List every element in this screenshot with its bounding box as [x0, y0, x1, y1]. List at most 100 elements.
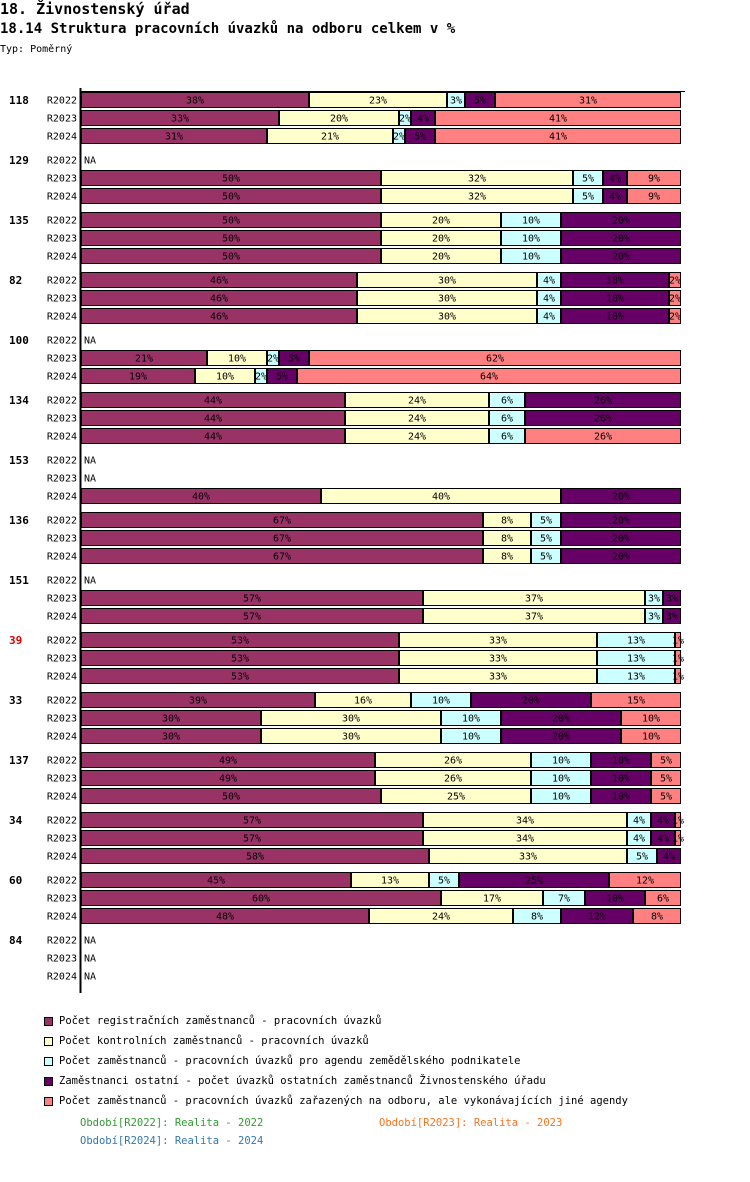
legend-label: Počet zaměstnanců - pracovních úvazků za… — [59, 1095, 628, 1107]
period-tick-label: R2024 — [47, 672, 77, 683]
legend-swatch — [44, 1056, 53, 1066]
period-tick-label: R2022 — [47, 696, 77, 707]
bar-segment — [81, 530, 483, 546]
bar-segment — [669, 272, 681, 288]
bar-value-label: 5% — [636, 852, 648, 863]
bar-value-label: 10% — [606, 894, 624, 905]
bar-segment — [531, 530, 561, 546]
na-label: NA — [84, 972, 96, 983]
bar-value-label: 21% — [135, 354, 153, 365]
bar-segment — [483, 548, 531, 564]
bar-segment — [81, 512, 483, 528]
bar-value-label: 50% — [222, 174, 240, 185]
bar-segment — [399, 668, 597, 684]
bar-segment — [627, 830, 651, 846]
bar-value-label: 5% — [474, 96, 486, 107]
bar-segment — [423, 590, 645, 606]
bar-segment — [81, 92, 309, 108]
bar-value-label: 49% — [219, 756, 237, 767]
bar-value-label: 13% — [627, 654, 645, 665]
bar-value-label: 1% — [672, 834, 684, 845]
bar-value-label: 3% — [648, 594, 660, 605]
bar-value-label: 60% — [252, 894, 270, 905]
group-label: 34 — [9, 814, 23, 827]
bar-segment — [81, 908, 369, 924]
legend-label: Počet kontrolních zaměstnanců - pracovní… — [59, 1035, 369, 1047]
bar-value-label: 30% — [438, 276, 456, 287]
na-label: NA — [84, 156, 96, 167]
bar-segment — [423, 812, 627, 828]
bar-segment — [645, 608, 663, 624]
legend-item: Počet registračních zaměstnanců - pracov… — [44, 1011, 628, 1031]
group-label: 136 — [9, 514, 29, 527]
bar-segment — [513, 908, 561, 924]
period-tick-label: R2023 — [47, 354, 77, 365]
bar-value-label: 6% — [657, 894, 669, 905]
na-label: NA — [84, 456, 96, 467]
bar-segment — [627, 812, 651, 828]
group-label: 100 — [9, 334, 29, 347]
bar-segment — [561, 488, 681, 504]
bar-value-label: 18% — [606, 276, 624, 287]
bar-segment — [81, 110, 279, 126]
bar-segment — [309, 92, 447, 108]
bar-segment — [675, 830, 681, 846]
bar-value-label: 16% — [354, 696, 372, 707]
bar-segment — [435, 128, 681, 144]
bar-value-label: 5% — [660, 792, 672, 803]
bar-value-label: 31% — [579, 96, 597, 107]
bar-segment — [561, 908, 633, 924]
bar-segment — [537, 272, 561, 288]
bar-segment — [603, 188, 627, 204]
legend-swatch — [44, 1016, 53, 1026]
legend-item: Počet kontrolních zaměstnanců - pracovní… — [44, 1031, 628, 1051]
period-tick-label: R2023 — [47, 954, 77, 965]
period-tick-label: R2022 — [47, 216, 77, 227]
bar-value-label: 18% — [606, 312, 624, 323]
bar-value-label: 1% — [672, 636, 684, 647]
bar-value-label: 58% — [246, 852, 264, 863]
bar-segment — [195, 368, 255, 384]
bar-segment — [531, 770, 591, 786]
bar-value-label: 34% — [516, 816, 534, 827]
bar-segment — [429, 848, 627, 864]
bar-segment — [81, 770, 375, 786]
bar-segment — [411, 692, 471, 708]
period-tick-label: R2023 — [47, 294, 77, 305]
bar-segment — [675, 650, 681, 666]
bar-segment — [651, 752, 681, 768]
bar-value-label: 17% — [483, 894, 501, 905]
bar-segment — [543, 890, 585, 906]
group-label: 82 — [9, 274, 22, 287]
chart-legend: Počet registračních zaměstnanců - pracov… — [44, 1011, 628, 1111]
period-tick-label: R2022 — [47, 636, 77, 647]
bar-segment — [399, 632, 597, 648]
bar-segment — [489, 428, 525, 444]
bar-segment — [531, 512, 561, 528]
bar-value-label: 49% — [219, 774, 237, 785]
bar-segment — [489, 392, 525, 408]
bar-segment — [279, 350, 309, 366]
bar-segment — [261, 710, 441, 726]
bar-value-label: 20% — [552, 714, 570, 725]
bar-segment — [627, 188, 681, 204]
period-label-r2024: Období[R2024]: Realita - 2024 — [80, 1135, 264, 1147]
bar-segment — [501, 230, 561, 246]
bar-segment — [399, 650, 597, 666]
na-label: NA — [84, 576, 96, 587]
bar-value-label: 10% — [642, 732, 660, 743]
bar-segment — [501, 212, 561, 228]
bar-value-label: 8% — [651, 912, 663, 923]
bar-value-label: 30% — [438, 312, 456, 323]
period-tick-label: R2022 — [47, 336, 77, 347]
bar-value-label: 21% — [321, 132, 339, 143]
bar-segment — [591, 770, 651, 786]
bar-segment — [441, 710, 501, 726]
bar-segment — [81, 710, 261, 726]
bar-value-label: 57% — [243, 816, 261, 827]
bar-segment — [645, 890, 681, 906]
page-title: 18. Živnostenský úřad — [0, 0, 190, 18]
bar-value-label: 5% — [540, 516, 552, 527]
group-label: 118 — [9, 94, 29, 107]
legend-label: Počet registračních zaměstnanců - pracov… — [59, 1015, 382, 1027]
